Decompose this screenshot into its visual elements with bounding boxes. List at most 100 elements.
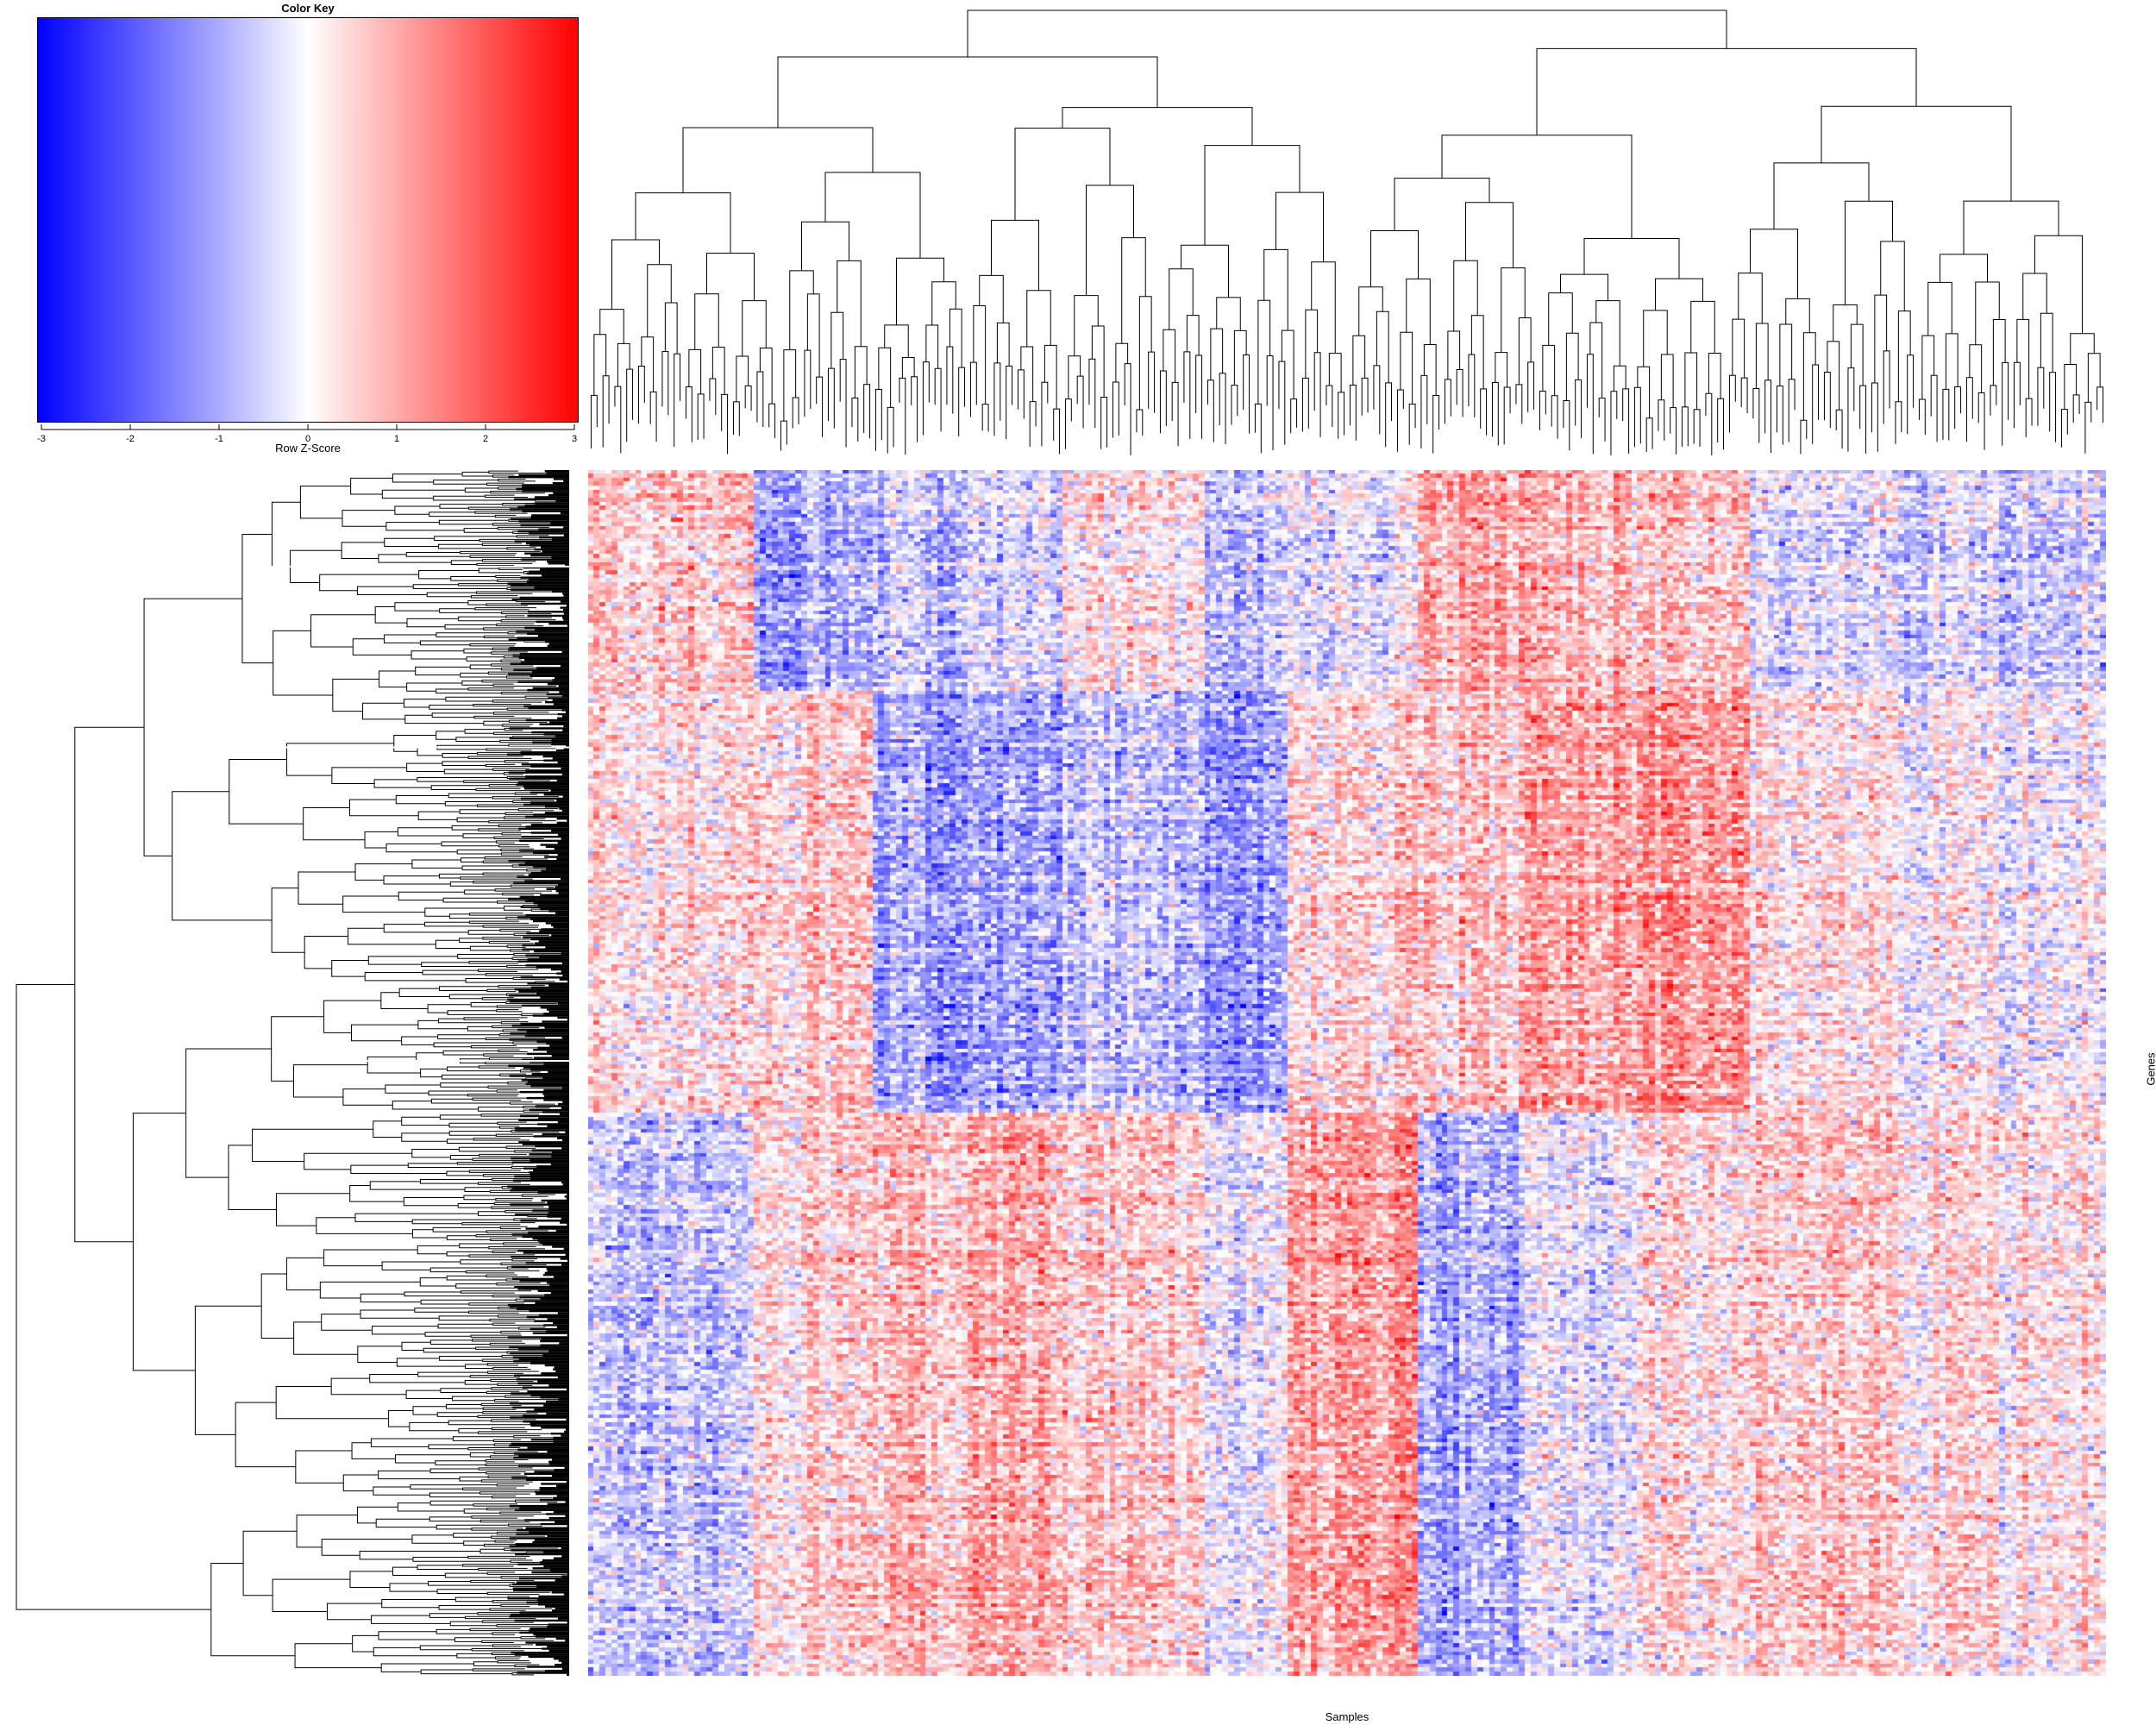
dendrogram-branch — [1738, 273, 1763, 324]
dendrogram-branch — [447, 1010, 522, 1015]
dendrogram-branch — [479, 1519, 542, 1523]
dendrogram-branch — [467, 687, 551, 691]
dendrogram-branch — [508, 1523, 552, 1527]
dendrogram-branch — [1595, 300, 1620, 367]
dendrogram-branch — [502, 724, 534, 727]
dendrogram-branch — [468, 506, 540, 510]
dendrogram-branch — [2016, 318, 2030, 399]
dendrogram-branch — [436, 1628, 493, 1634]
color-key-axis: -3 -2 -1 0 1 2 3 — [37, 424, 577, 444]
dendrogram-branch — [429, 1500, 516, 1506]
dendrogram-branch — [420, 1068, 448, 1078]
dendrogram-branch — [430, 785, 490, 790]
dendrogram-branch — [418, 570, 479, 580]
dendrogram-branch — [476, 562, 533, 567]
dendrogram-branch — [398, 891, 465, 901]
dendrogram-branch — [429, 1613, 478, 1618]
dendrogram-branch — [486, 1363, 554, 1366]
dendrogram-branch — [1400, 331, 1413, 405]
dendrogram-branch — [756, 371, 764, 427]
dendrogram-branch — [1740, 377, 1748, 414]
dendrogram-branch — [2022, 273, 2047, 320]
dendrogram-branch — [496, 1624, 555, 1628]
dendrogram-branch — [481, 559, 536, 562]
dendrogram-branch — [482, 925, 540, 928]
dendrogram-branch — [1014, 128, 1111, 221]
dendrogram-branch — [464, 889, 503, 895]
dendrogram-branch — [404, 714, 484, 724]
dendrogram-branch — [395, 1454, 471, 1464]
heatmap-grid — [588, 470, 2106, 1676]
dendrogram-branch — [443, 768, 505, 775]
dendrogram-branch — [417, 1245, 460, 1255]
dendrogram-branch — [512, 1041, 561, 1044]
dendrogram-branch — [467, 599, 517, 605]
dendrogram-branch — [436, 632, 509, 637]
dendrogram-branch — [455, 1283, 518, 1289]
dendrogram-branch — [438, 1604, 501, 1610]
dendrogram-branch — [500, 1330, 561, 1334]
dendrogram-branch — [429, 1339, 491, 1346]
dendrogram-branch — [721, 393, 729, 455]
dendrogram-branch — [392, 474, 463, 483]
dendrogram-branch — [310, 614, 376, 648]
dendrogram-branch — [444, 800, 513, 806]
dendrogram-branch — [389, 1583, 438, 1592]
dendrogram-branch — [392, 1566, 446, 1576]
dendrogram-branch — [492, 1250, 534, 1254]
dendrogram-branch — [357, 1346, 402, 1364]
dendrogram-branch — [1195, 354, 1203, 439]
dendrogram-branch — [384, 537, 439, 548]
dendrogram-branch — [303, 806, 366, 841]
dendrogram-branch — [411, 1229, 448, 1239]
dendrogram-branch — [496, 1483, 530, 1487]
dendrogram-branch — [456, 1653, 496, 1659]
dendrogram-branch — [440, 1388, 492, 1393]
dendrogram-branch — [496, 623, 543, 627]
dendrogram-branch — [298, 871, 356, 905]
dendrogram-branch — [412, 1406, 447, 1415]
dendrogram-branch — [434, 536, 517, 542]
dendrogram-branch — [780, 420, 787, 451]
dendrogram-branch — [357, 1506, 398, 1524]
dendrogram-branch — [1074, 295, 1099, 356]
dendrogram-branch — [486, 1230, 548, 1233]
dendrogram-branch — [1219, 373, 1226, 444]
dendrogram-branch — [759, 348, 773, 405]
dendrogram-branch — [441, 841, 499, 847]
dendrogram-branch — [969, 361, 977, 417]
dendrogram-branch — [429, 1468, 486, 1474]
dendrogram-branch — [504, 816, 546, 819]
dendrogram-branch — [458, 1146, 515, 1152]
dendrogram-branch — [477, 1182, 530, 1185]
dendrogram-branch — [430, 1098, 511, 1104]
dendrogram-branch — [485, 973, 565, 976]
dendrogram-branch — [1705, 392, 1713, 455]
dendrogram-branch — [1254, 403, 1262, 454]
dendrogram-branch — [481, 679, 558, 683]
dendrogram-branch — [1622, 388, 1630, 454]
dendrogram-branch — [1480, 388, 1488, 436]
dendrogram-branch — [356, 586, 428, 595]
dendrogram-branch — [922, 361, 930, 436]
dendrogram-branch — [499, 928, 556, 932]
dendrogram-branch — [494, 514, 561, 518]
dendrogram-branch — [381, 489, 466, 499]
color-key-gradient — [37, 17, 579, 423]
dendrogram-branch — [428, 1580, 511, 1586]
dendrogram-branch — [949, 308, 962, 368]
dendrogram-branch — [442, 761, 505, 767]
dendrogram-branch — [494, 1399, 562, 1402]
dendrogram-branch — [229, 759, 304, 825]
dendrogram-branch — [497, 526, 549, 530]
dendrogram-branch — [637, 365, 645, 424]
dendrogram-branch — [664, 302, 678, 354]
dendrogram-branch — [436, 1412, 483, 1417]
dendrogram-branch — [1835, 409, 1843, 449]
dendrogram-branch — [436, 688, 502, 694]
dendrogram-branch — [1548, 292, 1573, 346]
dendrogram-branch — [1880, 241, 1905, 311]
dendrogram-branch — [744, 385, 752, 411]
dendrogram-branch — [429, 1492, 492, 1498]
dendrogram-branch — [412, 584, 508, 589]
